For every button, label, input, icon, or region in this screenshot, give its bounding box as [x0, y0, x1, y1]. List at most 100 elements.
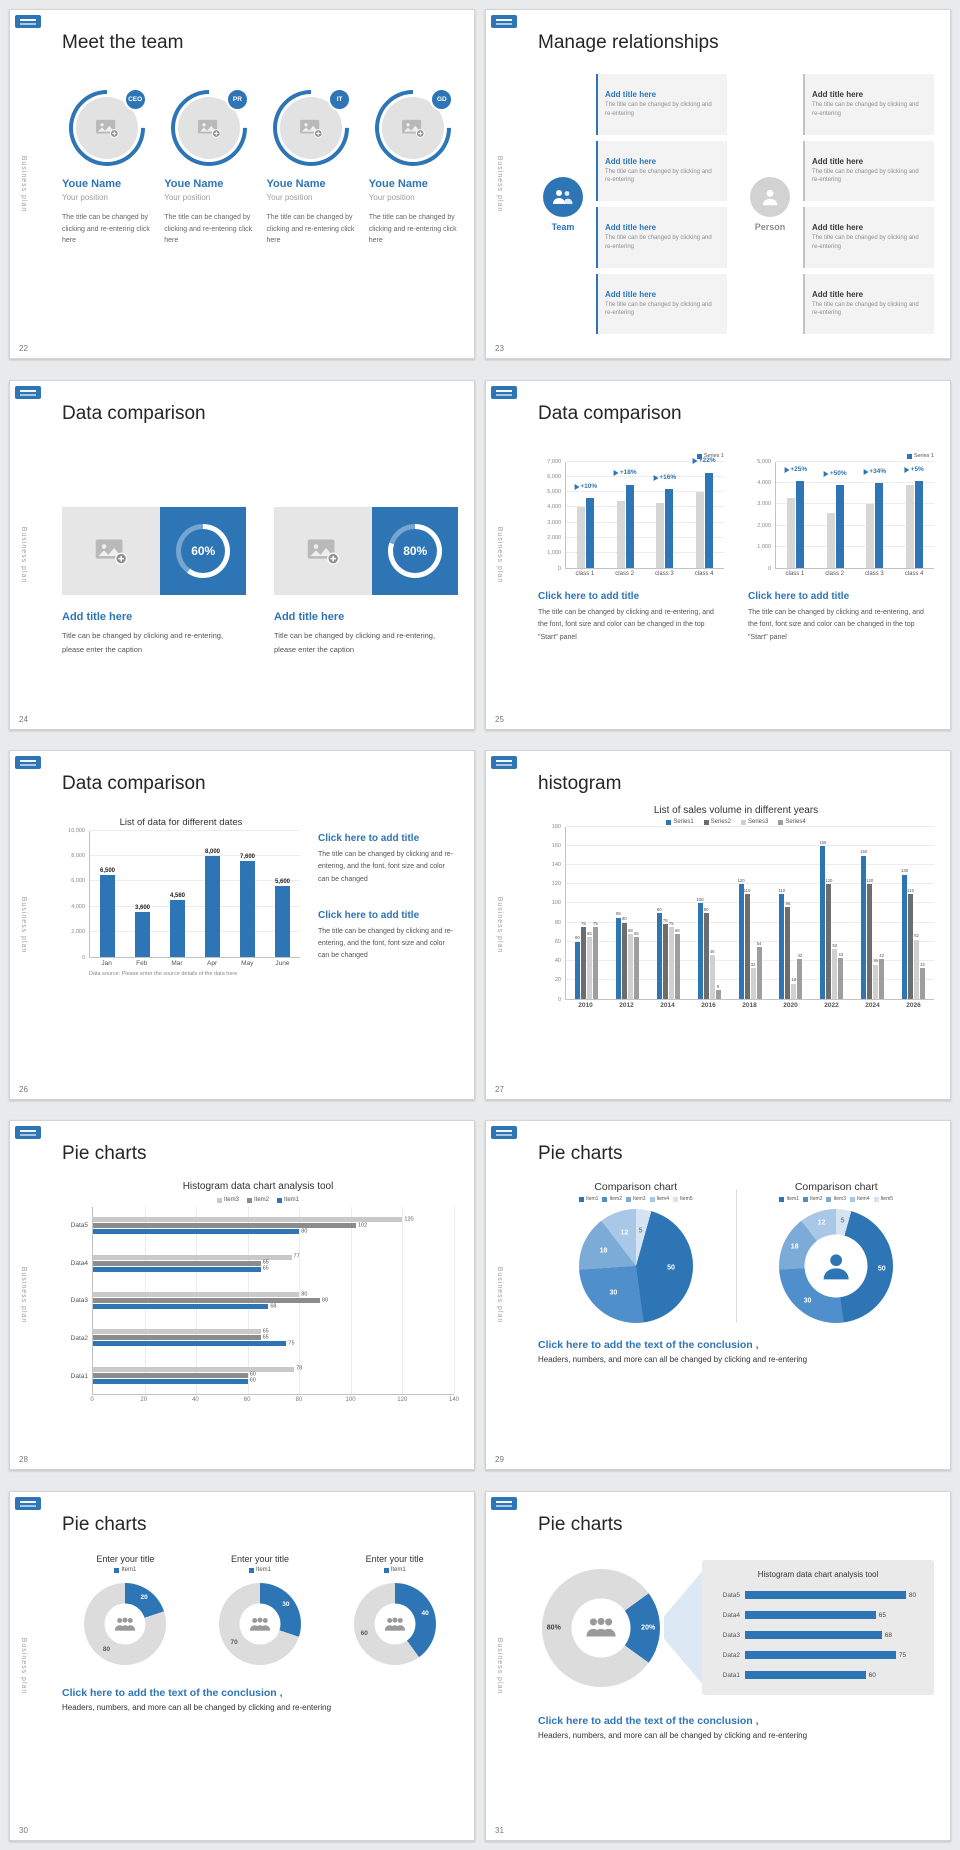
slide-29-thumbnail[interactable]: Business plan Pie charts Comparison char… [485, 1120, 951, 1470]
team-member-card: PR Youe Name Your position The title can… [155, 74, 263, 334]
page-number: 29 [495, 1455, 504, 1464]
sidebar-vertical-label: Business plan [496, 1266, 503, 1324]
slide-28-thumbnail[interactable]: Business plan Pie charts Histogram data … [9, 1120, 475, 1470]
slide-title: Data comparison [538, 403, 682, 424]
avatar: PR [155, 74, 263, 182]
brand-logo-icon [491, 15, 517, 28]
people-icon [104, 1603, 146, 1645]
text-block: Click here to add title The title can be… [318, 833, 458, 886]
sidebar-vertical-label: Business plan [20, 526, 27, 584]
text-block: Click here to add title The title can be… [318, 910, 458, 963]
brand-logo-icon [491, 1126, 517, 1139]
slide-title: Meet the team [62, 32, 184, 53]
image-placeholder-icon [197, 119, 221, 138]
cta-description: The title can be changed by clicking and… [318, 927, 454, 960]
people-icon [239, 1603, 281, 1645]
people-icon [571, 1598, 631, 1657]
donut-chart: Comparison chart Item1 Item2 Item3 Item4 Item… [739, 1181, 935, 1323]
relation-item: Add title here The title can be changed … [803, 207, 934, 268]
image-placeholder-icon [95, 539, 128, 565]
member-name: Youe Name [266, 178, 326, 190]
member-name: Youe Name [62, 178, 122, 190]
sidebar-vertical-label: Business plan [20, 1637, 27, 1695]
page-number: 30 [19, 1826, 28, 1835]
page-number: 23 [495, 344, 504, 353]
page-number: 22 [19, 344, 28, 353]
data-source-note: Data source: Please enter the source det… [89, 971, 238, 977]
grouped-bar-chart: List of sales volume in different years S… [538, 805, 934, 1009]
role-badge: PR [225, 88, 249, 111]
page-number: 28 [19, 1455, 28, 1464]
add-title-cta: Click here to add title [318, 833, 420, 844]
cta-description: The title can be changed by clicking and… [748, 609, 924, 641]
horizontal-bar-chart: Histogram data chart analysis tool Data5 8… [722, 1570, 917, 1679]
relation-item: Add title here The title can be changed … [596, 207, 727, 268]
slide-title: Pie charts [62, 1143, 147, 1164]
slide-title: Pie charts [538, 1514, 623, 1535]
role-badge: IT [328, 88, 352, 111]
image-placeholder-icon [95, 119, 119, 138]
conclusion-text: Headers, numbers, and more can all be ch… [62, 1703, 332, 1712]
avatar: IT [257, 74, 365, 182]
slide-27-thumbnail[interactable]: Business plan histogram List of sales vo… [485, 750, 951, 1100]
grouped-bar-chart: Series 1 0 1,000 2,000 3,000 4,000 5,000 +25% +5… [757, 453, 934, 577]
brand-logo-icon [15, 386, 41, 399]
sidebar-vertical-label: Business plan [20, 1266, 27, 1324]
divider [735, 1189, 737, 1323]
page-number: 26 [19, 1085, 28, 1094]
team-member-card: CEO Youe Name Your position The title ca… [52, 74, 161, 334]
comparison-card: 60% [62, 507, 246, 595]
card-description: Title can be changed by clicking and re-… [62, 631, 224, 654]
sidebar-vertical-label: Business plan [20, 896, 27, 954]
relation-item: Add title here The title can be changed … [803, 74, 934, 135]
member-position: Your position [164, 193, 211, 202]
team-member-card: IT Youe Name Your position The title can… [257, 74, 365, 334]
chart-block: Series 1 0 1,000 2,000 3,000 4,000 5,000 6,000 7… [538, 453, 724, 705]
brand-logo-icon [15, 15, 41, 28]
slide-23-thumbnail[interactable]: Business plan Manage relationships Team … [485, 9, 951, 359]
team-member-card: GD Youe Name Your position The title can… [359, 74, 468, 334]
member-description: The title can be changed by clicking and… [62, 214, 150, 245]
page-number: 25 [495, 715, 504, 724]
brand-logo-icon [15, 1126, 41, 1139]
slide-24-thumbnail[interactable]: Business plan Data comparison 60% Add ti… [9, 380, 475, 730]
relation-item: Add title here The title can be changed … [803, 140, 934, 201]
slide-title: Pie charts [62, 1514, 147, 1535]
team-icon [543, 176, 583, 217]
member-description: The title can be changed by clicking and… [266, 214, 355, 245]
relation-item: Add title here The title can be changed … [596, 74, 727, 135]
comparison-block: 80% Add title here Title can be changed … [274, 507, 458, 705]
brand-logo-icon [491, 756, 517, 769]
progress-donut: 80% [388, 524, 443, 578]
grouped-bar-chart: Series 1 0 1,000 2,000 3,000 4,000 5,000 6,000 7… [547, 453, 724, 577]
comparison-card: 80% [274, 507, 458, 595]
slide-31-thumbnail[interactable]: Business plan Pie charts 20% 80% Histogra… [485, 1491, 951, 1841]
conclusion-title: Click here to add the text of the conclu… [62, 1687, 283, 1699]
page-number: 31 [495, 1826, 504, 1835]
role-badge: GD [430, 88, 454, 111]
donut-chart: Enter your title Item1 40 60 [331, 1554, 458, 1665]
person-label: Person [754, 221, 786, 232]
sidebar-vertical-label: Business plan [496, 896, 503, 954]
brand-logo-icon [15, 756, 41, 769]
slide-26-thumbnail[interactable]: Business plan Data comparison List of da… [9, 750, 475, 1100]
comparison-block: 60% Add title here Title can be changed … [62, 507, 246, 705]
card-title: Add title here [274, 611, 345, 623]
chart-block: Series 1 0 1,000 2,000 3,000 4,000 5,000 +25% +5… [748, 453, 934, 705]
slide-22-thumbnail[interactable]: Business plan Meet the team CEO Youe Nam… [9, 9, 475, 359]
brand-logo-icon [15, 1497, 41, 1510]
member-position: Your position [266, 193, 313, 202]
horizontal-bar-chart: Histogram data chart analysis tool Item3 I… [70, 1181, 460, 1403]
slide-title: Manage relationships [538, 32, 719, 53]
slide-30-thumbnail[interactable]: Business plan Pie charts Enter your titl… [9, 1491, 475, 1841]
donut-chart: Enter your title Item1 30 70 [197, 1554, 324, 1665]
page-number: 27 [495, 1085, 504, 1094]
conclusion-block: Click here to add the text of the conclu… [62, 1687, 458, 1712]
sidebar-vertical-label: Business plan [496, 526, 503, 584]
conclusion-block: Click here to add the text of the conclu… [538, 1339, 934, 1364]
progress-donut: 60% [176, 524, 231, 578]
image-placeholder-icon [300, 119, 323, 138]
add-title-cta: Click here to add title [318, 909, 420, 921]
sidebar-vertical-label: Business plan [496, 1637, 503, 1695]
